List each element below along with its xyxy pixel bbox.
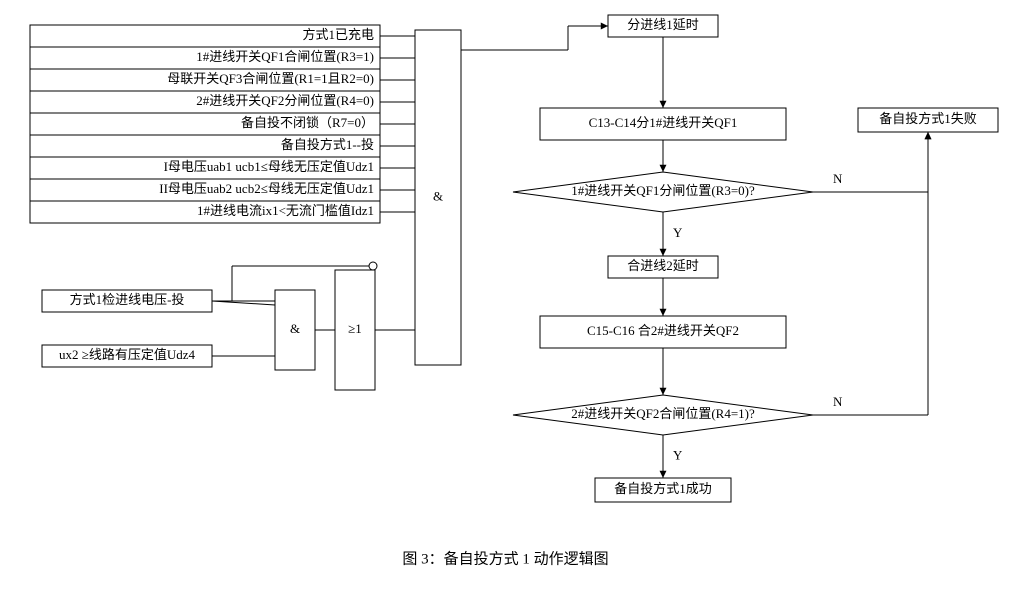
condition-row-2: 母联开关QF3合闸位置(R1=1且R2=0): [167, 71, 374, 86]
label-N2: N: [833, 394, 843, 409]
label-Y2: Y: [673, 447, 683, 462]
label-N1: N: [833, 171, 843, 186]
flow-dec1: 1#进线开关QF1分闸位置(R3=0)?: [571, 183, 755, 198]
condition-row-0: 方式1已充电: [302, 27, 374, 42]
flow-proc1: C13-C14分1#进线开关QF1: [589, 115, 738, 130]
flow-proc2: C15-C16 合2#进线开关QF2: [587, 323, 739, 338]
flow-success: 备自投方式1成功: [614, 481, 712, 496]
condition-row-8: 1#进线电流ix1<无流门槛值Idz1: [197, 203, 374, 218]
condition-row-3: 2#进线开关QF2分闸位置(R4=0): [196, 93, 374, 108]
figure-caption: 图 3：备自投方式 1 动作逻辑图: [402, 550, 608, 567]
condition-row-7: II母电压uab2 ucb2≤母线无压定值Udz1: [159, 181, 374, 196]
and-gate-big: &: [433, 188, 443, 203]
condition-row-1: 1#进线开关QF1合闸位置(R3=1): [196, 49, 374, 64]
flow-delay1: 分进线1延时: [627, 17, 699, 32]
flow-delay2: 合进线2延时: [627, 258, 699, 273]
condition-row-6: I母电压uab1 ucb1≤母线无压定值Udz1: [164, 159, 374, 174]
condition-row-4: 备自投不闭锁（R7=0）: [241, 115, 374, 130]
or-gate: ≥1: [348, 321, 362, 336]
label-Y1: Y: [673, 225, 683, 240]
and-gate-small: &: [290, 321, 300, 336]
cond-ux2: ux2 ≥线路有压定值Udz4: [59, 347, 196, 362]
logic-diagram: 方式1已充电 1#进线开关QF1合闸位置(R3=1) 母联开关QF3合闸位置(R1=…: [0, 0, 1011, 590]
cond-voltage-check: 方式1检进线电压-投: [70, 292, 185, 307]
flow-fail: 备自投方式1失败: [879, 111, 977, 126]
condition-row-5: 备自投方式1--投: [281, 137, 374, 152]
flow-dec2: 2#进线开关QF2合闸位置(R4=1)?: [571, 406, 755, 421]
